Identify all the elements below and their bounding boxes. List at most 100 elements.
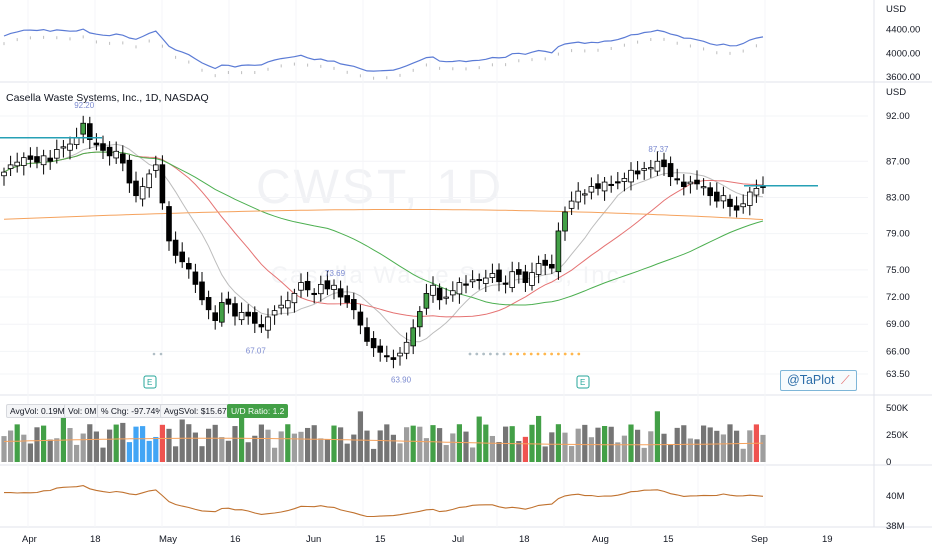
volume-bar (522, 436, 528, 462)
volume-bar (87, 424, 93, 462)
volume-bar (8, 430, 14, 462)
candle-body (212, 312, 219, 321)
volume-bar (285, 424, 291, 462)
signal-dot (489, 352, 492, 356)
candle-body (1, 171, 7, 177)
volume-bar (100, 447, 106, 462)
candle-body (291, 293, 298, 304)
volume-bar (318, 438, 324, 462)
signal-dot (550, 352, 553, 356)
candle-body (575, 190, 581, 203)
candle-body (278, 304, 284, 309)
candle-body (350, 299, 357, 311)
price-axis-tick: 83.00 (886, 192, 910, 203)
candle-body (311, 292, 317, 295)
candle-body (383, 355, 390, 358)
volume-bar (212, 424, 218, 462)
candle-body (535, 263, 542, 275)
signal-dot (152, 352, 156, 356)
volume-bar (133, 426, 139, 462)
volume-bar (430, 425, 436, 462)
volume-bar (113, 424, 119, 462)
time-axis-tick: 15 (375, 534, 386, 545)
signal-dot (543, 352, 547, 356)
candle-body (694, 179, 700, 185)
volume-bar (344, 443, 350, 462)
price-axis-tick: 87.00 (886, 156, 910, 167)
volume-bar (536, 415, 542, 462)
volume-bar (107, 429, 113, 462)
volume-bar (516, 441, 522, 462)
volume-bar (186, 424, 192, 462)
candle-body (509, 271, 515, 288)
candle-body (14, 161, 21, 167)
candle-body (529, 272, 535, 286)
volume-bar (54, 438, 60, 462)
time-axis-tick: 18 (519, 534, 530, 545)
candle-body (80, 122, 87, 135)
candle-body (218, 302, 225, 323)
candle-body (463, 283, 469, 286)
candle-body (423, 293, 430, 309)
candle-body (403, 341, 410, 354)
volume-bar (555, 424, 561, 462)
candle-body (753, 188, 760, 196)
candle-body (54, 149, 60, 159)
time-axis-tick: Jul (452, 534, 464, 545)
price-axis-tick: 72.00 (886, 292, 910, 303)
volume-bar (621, 435, 627, 462)
time-axis-tick: 15 (663, 534, 674, 545)
volume-bar (384, 424, 390, 462)
volume-bar (206, 428, 212, 462)
candle-body (733, 205, 740, 211)
volume-bar (542, 446, 548, 462)
volume-bar (727, 424, 733, 462)
candle-body (47, 157, 53, 162)
rs-axis-unit: USD (886, 4, 906, 15)
candle-body (608, 183, 614, 186)
candle-body (707, 187, 713, 197)
candle-body (377, 345, 383, 353)
candle-body (298, 282, 304, 291)
candle-body (364, 327, 370, 342)
candle-body (588, 186, 595, 193)
volume-axis-tick: 500K (886, 403, 909, 414)
volume-bar (225, 440, 231, 462)
volume-bar (463, 431, 469, 462)
volume-bar (74, 444, 80, 462)
volume-bar (324, 439, 330, 462)
volume-bar (720, 434, 726, 462)
candle-body (34, 156, 40, 163)
volume-bar (648, 431, 654, 462)
volume-bar (423, 438, 429, 462)
candle-body (601, 181, 608, 192)
volume-bar (278, 431, 284, 462)
volume-bar (126, 442, 132, 462)
volume-bar (67, 428, 73, 462)
candle-body (562, 211, 568, 232)
candle-body (265, 316, 271, 331)
candle-body (615, 181, 621, 184)
volume-bar (450, 433, 456, 462)
candle-body (238, 312, 245, 321)
time-axis-tick: Sep (751, 534, 768, 545)
volume-bar (694, 439, 700, 462)
candle-body (720, 195, 727, 202)
candle-body (416, 311, 423, 328)
candle-body (555, 230, 562, 273)
candle-body (674, 178, 680, 181)
rs-line (3, 28, 764, 72)
volume-bar (628, 424, 634, 462)
candle-body (284, 300, 291, 309)
candle-body (166, 206, 172, 242)
volume-axis-tick: 250K (886, 430, 909, 441)
time-axis-tick: Aug (592, 534, 609, 545)
signal-dot (577, 352, 581, 356)
signal-dot (529, 352, 533, 356)
rs-axis-tick: 4000.00 (886, 48, 920, 59)
candle-body (621, 178, 628, 182)
candle-body (324, 280, 331, 290)
lower-indicator-line (4, 485, 764, 518)
candle-body (747, 191, 753, 206)
